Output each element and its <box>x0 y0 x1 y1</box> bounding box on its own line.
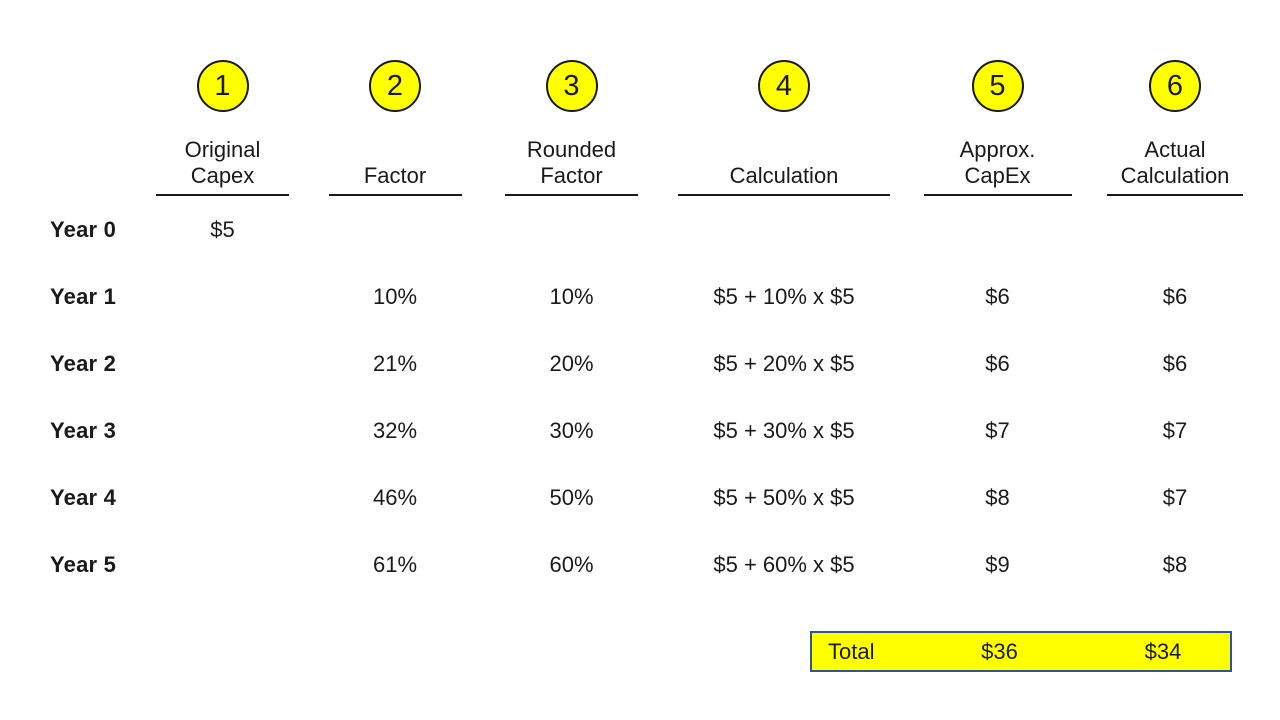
header-line: Rounded <box>526 137 617 162</box>
step-badge-4: 4 <box>758 60 810 112</box>
cell-approx-capex: $8 <box>985 484 1010 510</box>
cell-original-capex <box>135 464 310 531</box>
cell-rounded-factor: 10% <box>549 283 594 309</box>
header-rounded-factor: Rounded Factor <box>480 112 663 196</box>
row-label: Year 5 <box>50 551 117 577</box>
header-underline <box>923 194 1072 196</box>
header-spacer <box>0 112 135 196</box>
cell-original-capex <box>135 263 310 330</box>
cell-actual-calculation: $6 <box>1162 350 1188 376</box>
total-actual-calculation: $34 <box>1144 638 1182 664</box>
cell-rounded-factor: 60% <box>549 551 594 577</box>
header-line: Actual <box>1144 137 1206 162</box>
step-badge-1: 1 <box>196 60 249 112</box>
step-badge-5: 5 <box>971 60 1024 112</box>
cell-rounded-factor <box>480 196 663 263</box>
cell-rounded-factor: 20% <box>549 350 594 376</box>
cell-factor: 61% <box>372 551 418 577</box>
cell-rounded-factor: 50% <box>549 484 594 510</box>
total-row: Total $36 $34 <box>810 631 1232 672</box>
cell-actual-calculation: $8 <box>1162 551 1188 577</box>
header-approx-capex: Approx. CapEx <box>905 112 1090 196</box>
cell-original-capex: $5 <box>210 216 235 242</box>
cell-rounded-factor: 30% <box>549 417 594 443</box>
cell-actual-calculation <box>1090 196 1260 263</box>
row-label: Year 0 <box>50 216 117 242</box>
cell-actual-calculation: $7 <box>1162 417 1188 443</box>
column-headers-row: Original Capex Factor Rounded Factor Cal… <box>0 112 1260 196</box>
header-underline <box>678 194 890 196</box>
table-row-year-4: Year 4 46% 50% $5 + 50% x $5 $8 $7 <box>0 464 1260 531</box>
header-line: Factor <box>540 163 603 188</box>
cell-approx-capex <box>905 196 1090 263</box>
cell-approx-capex: $7 <box>985 417 1010 443</box>
cell-approx-capex: $6 <box>985 350 1010 376</box>
cell-original-capex <box>135 397 310 464</box>
header-underline <box>156 194 289 196</box>
header-factor: Factor <box>310 112 480 196</box>
cell-calculation: $5 + 60% x $5 <box>713 551 855 577</box>
cell-calculation: $5 + 30% x $5 <box>713 417 855 443</box>
row-label: Year 2 <box>50 350 117 376</box>
header-actual-calculation: Actual Calculation <box>1090 112 1260 196</box>
cell-original-capex <box>135 531 310 598</box>
header-underline <box>1107 194 1243 196</box>
header-line: Calculation <box>729 163 839 188</box>
header-line: Capex <box>190 163 255 188</box>
header-line: CapEx <box>964 163 1031 188</box>
cell-calculation: $5 + 20% x $5 <box>713 350 855 376</box>
table-row-year-1: Year 1 10% 10% $5 + 10% x $5 $6 $6 <box>0 263 1260 330</box>
cell-calculation <box>663 196 905 263</box>
row-label: Year 1 <box>50 283 117 309</box>
header-line: Approx. <box>959 137 1036 162</box>
cell-calculation: $5 + 50% x $5 <box>713 484 855 510</box>
cell-factor: 21% <box>372 350 418 376</box>
capex-table: 1 2 3 4 5 6 Original Capex Factor Rounde… <box>0 60 1260 598</box>
table-row-year-0: Year 0 $5 <box>0 196 1260 263</box>
table-row-year-5: Year 5 61% 60% $5 + 60% x $5 $9 $8 <box>0 531 1260 598</box>
total-label: Total <box>828 638 875 664</box>
badge-spacer <box>0 60 135 112</box>
header-underline <box>505 194 638 196</box>
cell-approx-capex: $6 <box>985 283 1010 309</box>
cell-actual-calculation: $6 <box>1162 283 1188 309</box>
header-calculation: Calculation <box>663 112 905 196</box>
table-row-year-3: Year 3 32% 30% $5 + 30% x $5 $7 $7 <box>0 397 1260 464</box>
header-original-capex: Original Capex <box>135 112 310 196</box>
step-badges-row: 1 2 3 4 5 6 <box>0 60 1260 112</box>
header-line: Original <box>184 137 261 162</box>
cell-approx-capex: $9 <box>985 551 1010 577</box>
row-label: Year 4 <box>50 484 117 510</box>
cell-calculation: $5 + 10% x $5 <box>713 283 855 309</box>
header-underline <box>328 194 462 196</box>
cell-factor: 10% <box>372 283 418 309</box>
cell-factor: 46% <box>372 484 418 510</box>
header-line: Calculation <box>1120 163 1230 188</box>
row-label: Year 3 <box>50 417 117 443</box>
cell-factor <box>310 196 480 263</box>
table-row-year-2: Year 2 21% 20% $5 + 20% x $5 $6 $6 <box>0 330 1260 397</box>
header-line: Factor <box>363 163 427 188</box>
step-badge-3: 3 <box>545 60 598 112</box>
total-approx-capex: $36 <box>981 638 1018 664</box>
cell-factor: 32% <box>372 417 418 443</box>
cell-original-capex <box>135 330 310 397</box>
step-badge-6: 6 <box>1149 60 1201 112</box>
step-badge-2: 2 <box>369 60 421 112</box>
cell-actual-calculation: $7 <box>1162 484 1188 510</box>
